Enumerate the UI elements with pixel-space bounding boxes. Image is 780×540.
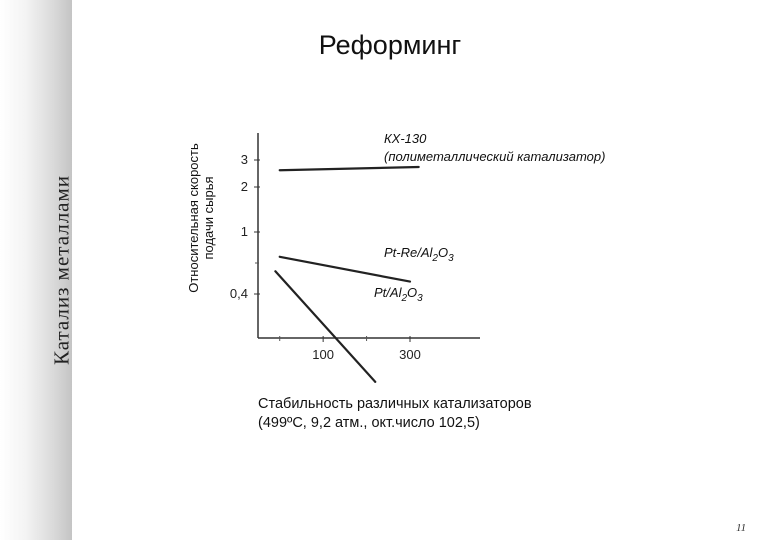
y-tick-label-3: 3 [241,152,248,167]
series-line-2 [274,270,377,383]
y-tick-label-2: 2 [241,179,248,194]
series-label-ptre: Pt-Re/Al2O3 [384,245,454,264]
page-number: 11 [736,522,747,534]
slide-title: Реформинг [318,30,462,60]
series-label-kx130: КХ-130 [384,131,427,146]
y-tick-label-0: 0,4 [230,286,248,301]
x-tick-label-0: 100 [312,347,334,362]
series-line-1 [278,255,412,283]
caption-line2: (499ºС, 9,2 атм., окт.число 102,5) [258,415,480,431]
series-label-kx130-note: (полиметаллический катализатор) [384,149,605,164]
series-label-pt: Pt/Al2O3 [374,285,423,304]
y-tick-label-1: 1 [241,224,248,239]
x-tick-label-1: 300 [399,347,421,362]
left-gradient-band [0,0,72,540]
caption-line1: Стабильность различных катализаторов [258,396,532,412]
series-line-0 [278,165,420,172]
chart-caption: Стабильность различных катализаторов (49… [258,395,532,433]
